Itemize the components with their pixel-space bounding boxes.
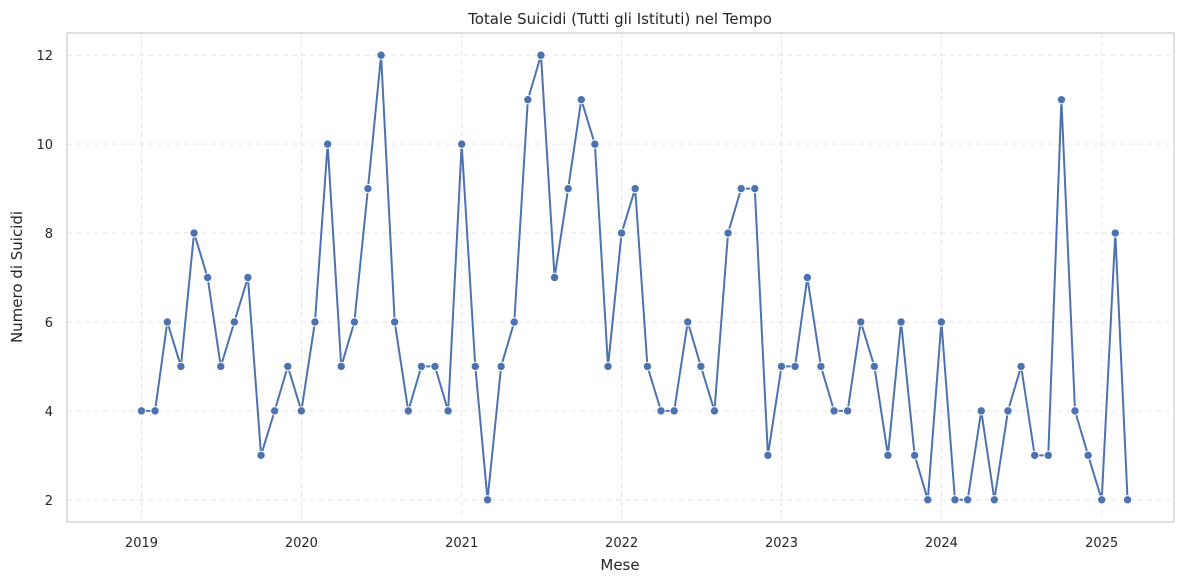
y-tick-label: 8 xyxy=(45,227,53,242)
data-point xyxy=(683,317,693,327)
data-point xyxy=(776,361,787,372)
data-point xyxy=(162,317,173,327)
data-point xyxy=(656,406,666,416)
x-tick-label: 2025 xyxy=(1085,536,1118,551)
data-point xyxy=(1097,495,1107,505)
data-point xyxy=(989,495,1000,505)
data-point xyxy=(896,317,906,327)
plot-frame xyxy=(66,32,1175,523)
data-point xyxy=(549,272,560,283)
data-point xyxy=(909,450,920,461)
x-tick-label: 2020 xyxy=(285,536,318,551)
data-point xyxy=(816,361,826,372)
data-point xyxy=(616,228,627,238)
data-point xyxy=(509,317,519,327)
data-point xyxy=(189,228,199,238)
x-tick-label: 2019 xyxy=(125,536,158,551)
data-point xyxy=(1003,406,1013,416)
data-point xyxy=(229,317,240,327)
x-tick-label: 2023 xyxy=(765,536,798,551)
data-point xyxy=(1083,450,1093,461)
data-point xyxy=(642,361,653,372)
data-point xyxy=(790,361,800,372)
x-tick-label: 2024 xyxy=(925,536,958,551)
data-point xyxy=(923,495,933,505)
data-point xyxy=(296,406,307,416)
data-point xyxy=(829,406,839,416)
y-tick-label: 10 xyxy=(36,138,53,153)
data-point xyxy=(1056,94,1067,105)
data-point xyxy=(523,94,533,105)
data-point xyxy=(389,317,400,327)
data-point xyxy=(962,495,973,505)
grid-layer xyxy=(67,33,1174,522)
data-point xyxy=(1070,406,1080,416)
x-tick-label: 2022 xyxy=(605,536,638,551)
data-point xyxy=(1016,361,1026,372)
data-point xyxy=(563,183,573,194)
data-point xyxy=(590,139,600,149)
data-point xyxy=(723,228,733,238)
data-point xyxy=(1110,228,1120,238)
data-point xyxy=(496,361,506,372)
data-point xyxy=(976,406,986,416)
data-point xyxy=(349,317,360,327)
data-point xyxy=(536,50,546,60)
data-point xyxy=(603,361,613,372)
data-point xyxy=(856,317,866,327)
y-tick-label: 6 xyxy=(45,316,53,331)
data-point xyxy=(283,361,293,372)
y-tick-label: 2 xyxy=(45,494,53,509)
x-tick-label: 2021 xyxy=(445,536,478,551)
data-point xyxy=(136,406,147,416)
data-point xyxy=(322,139,333,149)
data-point xyxy=(470,361,480,372)
data-point xyxy=(736,183,746,194)
data-point xyxy=(950,495,960,505)
data-point xyxy=(842,406,853,416)
x-axis: 2019 2020 2021 2022 2023 2024 2025 xyxy=(125,536,1118,551)
data-point xyxy=(1043,450,1053,461)
data-point xyxy=(802,272,813,283)
data-points xyxy=(136,50,1133,505)
y-tick-label: 12 xyxy=(36,49,53,64)
data-point xyxy=(630,183,640,194)
data-point xyxy=(376,50,386,60)
data-point xyxy=(763,450,773,461)
data-point xyxy=(883,450,893,461)
chart-title: Totale Suicidi (Tutti gli Istituti) nel … xyxy=(467,10,772,28)
data-point xyxy=(150,406,160,416)
data-point xyxy=(243,272,253,283)
data-point xyxy=(336,361,346,372)
data-point xyxy=(457,139,467,149)
data-point xyxy=(176,361,186,372)
data-point xyxy=(1029,450,1040,461)
data-point xyxy=(202,272,213,283)
data-point xyxy=(750,183,760,194)
data-point xyxy=(669,406,679,416)
data-point xyxy=(696,361,706,372)
data-point xyxy=(936,317,947,327)
data-point xyxy=(363,183,373,194)
data-point xyxy=(576,94,586,105)
data-point xyxy=(443,406,453,416)
data-point xyxy=(1122,495,1133,505)
data-point xyxy=(310,317,320,327)
y-axis: 2 4 6 8 10 12 xyxy=(36,49,53,509)
y-axis-label: Numero di Suicidi xyxy=(8,211,26,343)
y-tick-label: 4 xyxy=(45,405,53,420)
data-point xyxy=(403,406,413,416)
data-point xyxy=(709,406,720,416)
series-line xyxy=(141,54,1129,501)
data-point xyxy=(482,495,493,505)
data-point xyxy=(269,406,280,416)
data-point xyxy=(416,361,427,372)
x-axis-label: Mese xyxy=(600,556,639,574)
data-point xyxy=(430,361,440,372)
data-point xyxy=(216,361,226,372)
data-point xyxy=(869,361,880,372)
data-point xyxy=(256,450,266,461)
